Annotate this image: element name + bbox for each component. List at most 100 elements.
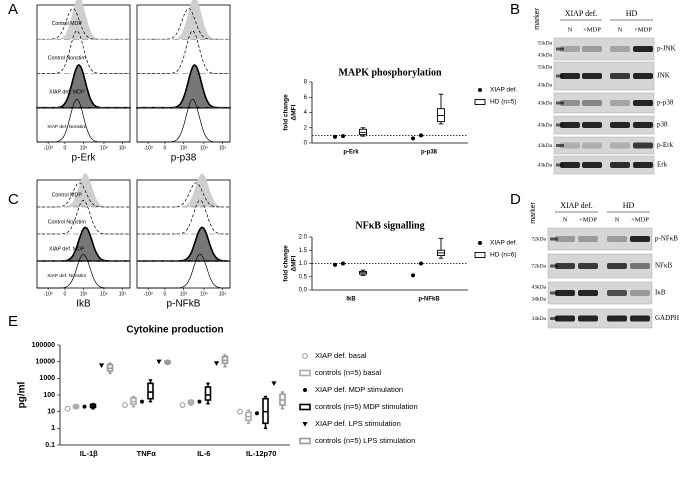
histogram-x-label: p-Erk — [72, 153, 97, 164]
data-point — [341, 261, 345, 266]
x-tick-label: p-NFkB — [418, 297, 440, 303]
histogram-curve — [37, 98, 130, 143]
legend-label: XIAP def. LPS stimulation — [315, 419, 401, 428]
blot-strip — [547, 227, 653, 251]
blot-band — [578, 290, 598, 296]
blot-band — [607, 315, 627, 322]
blot-band — [610, 162, 630, 168]
protein-label: p-p38 — [657, 99, 674, 107]
histogram-curve — [37, 7, 131, 40]
group-label: XIAP def. — [565, 9, 598, 18]
y-tick-label: 2.0 — [299, 235, 308, 241]
legend-label: XIAP def. — [490, 87, 518, 94]
blot-strip — [553, 155, 655, 175]
protein-label: p38 — [657, 121, 668, 129]
histogram-tick-label: 10⁵ — [119, 145, 127, 151]
blot-band — [630, 236, 650, 242]
blot-band — [633, 100, 653, 106]
histogram-row-label: Control Nonstim — [48, 55, 87, 61]
legend-swatch — [478, 241, 482, 245]
group-label: XIAP def. — [560, 201, 593, 210]
histogram-tick-label: 10⁴ — [100, 291, 108, 297]
blot-band — [560, 122, 580, 128]
y-tick-label: 4 — [304, 110, 308, 116]
blot-band — [633, 162, 653, 168]
chart-title: MAPK phosphorylation — [338, 67, 442, 78]
legend-swatch — [299, 369, 311, 377]
lane-label: N — [568, 26, 573, 33]
legend-label: controls (n=5) LPS stimulation — [315, 436, 415, 445]
panel-label: C — [8, 191, 19, 208]
data-point — [82, 404, 87, 409]
histogram-tick-label: 0 — [164, 291, 167, 297]
blot-strip — [547, 281, 653, 305]
histogram-fill — [137, 0, 230, 40]
panel-label: B — [510, 1, 520, 18]
blot-band — [555, 315, 575, 322]
histogram-curve — [137, 8, 230, 40]
histogram-tick-label: -10³ — [44, 145, 53, 151]
lane-label: N — [615, 216, 620, 223]
blot-band — [633, 142, 653, 149]
data-point — [411, 273, 415, 278]
blot-band — [555, 290, 575, 296]
histogram-fill — [137, 173, 230, 207]
marker-label: marker — [534, 7, 541, 29]
histogram-curve — [137, 253, 230, 289]
blot-band — [607, 290, 627, 296]
histogram-curve — [137, 98, 230, 143]
data-point — [419, 261, 423, 266]
kda-label: 43kDa — [537, 82, 552, 88]
histogram-row-label: Control MDP — [52, 192, 83, 198]
histogram-tick-label: -10³ — [144, 145, 153, 151]
x-tick-label: p-p38 — [421, 150, 438, 156]
data-point — [179, 402, 186, 408]
histogram-tick-label: 10³ — [80, 145, 88, 151]
histogram-tick-label: 10⁴ — [200, 291, 208, 297]
blot-band — [582, 46, 602, 52]
data-point — [341, 134, 345, 139]
histogram-tick-label: 10³ — [180, 145, 188, 151]
histogram-row-label: Control MDP — [52, 21, 83, 27]
blot-band — [610, 46, 630, 52]
legend-label: HD (n=6) — [490, 252, 517, 259]
legend-swatch — [303, 388, 307, 392]
legend-label: controls (n=5) MDP stimulation — [315, 402, 418, 411]
blot-band — [582, 100, 602, 106]
blot-strip — [553, 115, 655, 135]
blot-band — [582, 73, 602, 79]
group-label: HD — [626, 9, 638, 18]
kda-label: 43kDa — [537, 162, 552, 168]
y-tick-label: 0.5 — [299, 274, 308, 280]
histogram-row-label: XIAP def. MDP — [49, 90, 85, 96]
legend-swatch — [478, 88, 482, 92]
blot-band — [610, 122, 630, 128]
kda-label: 55kDa — [537, 40, 552, 46]
y-axis-label: pg/ml — [17, 381, 28, 408]
blot-band — [610, 100, 630, 106]
blot-band — [560, 162, 580, 168]
histogram-x-label: IkB — [76, 299, 91, 310]
histogram-fill — [37, 0, 130, 40]
kda-label: 72kDa — [531, 236, 546, 242]
histogram-tick-label: 10⁵ — [119, 291, 127, 297]
data-point — [255, 411, 259, 416]
marker-band — [550, 317, 558, 320]
blot-band — [582, 122, 602, 128]
histogram-row-label: Control Nonstim — [48, 219, 87, 225]
marker-label: marker — [530, 201, 537, 223]
blot-band — [582, 142, 602, 149]
data-point — [333, 262, 337, 267]
blot-band — [630, 290, 650, 296]
data-point — [411, 136, 415, 141]
blot-band — [633, 46, 653, 52]
blot-band — [578, 315, 598, 322]
histogram-tick-label: -10³ — [144, 291, 153, 297]
lane-label: +MDP — [631, 216, 649, 223]
data-point — [122, 402, 128, 408]
histogram-row-label: XIAP def. Nonstim — [47, 273, 86, 279]
blot-strip — [553, 92, 655, 114]
blot-band — [578, 236, 598, 242]
lane-label: N — [618, 26, 623, 33]
histogram-curve — [37, 182, 130, 208]
